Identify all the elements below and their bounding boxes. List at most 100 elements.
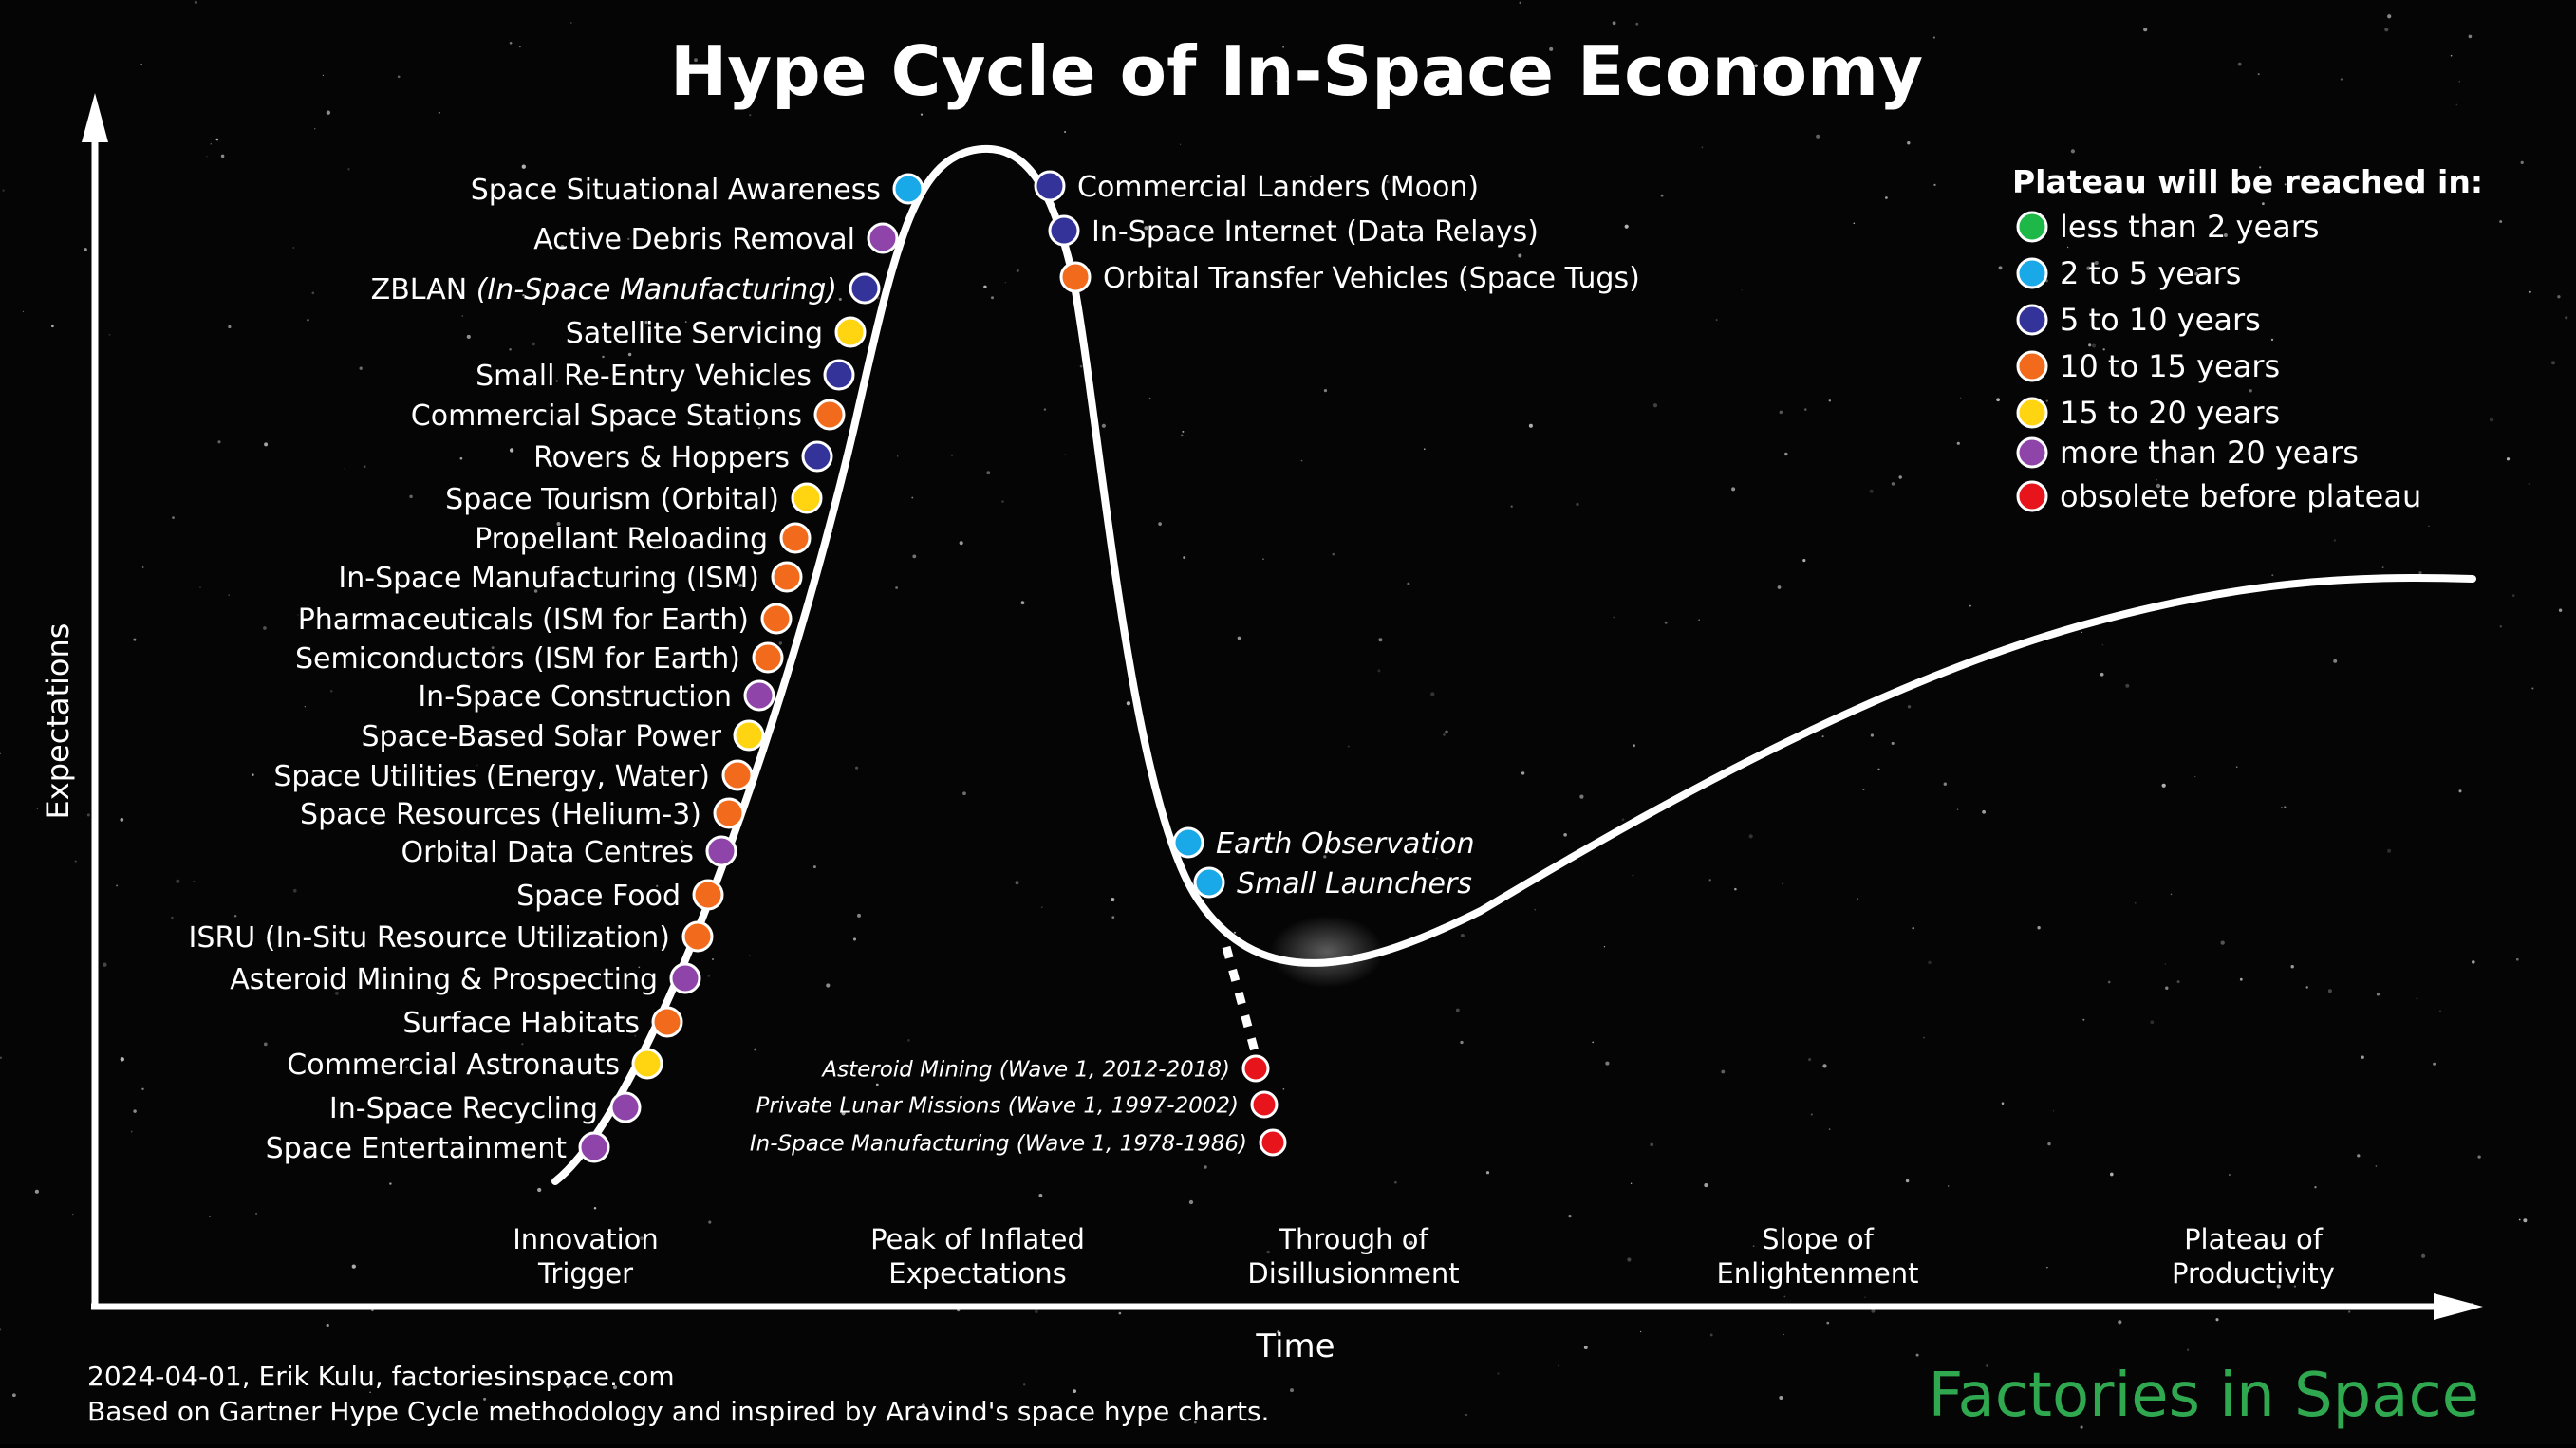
star	[1576, 502, 1579, 507]
technology-label: Space Utilities (Energy, Water)	[273, 760, 710, 793]
star	[1118, 1311, 1122, 1315]
star	[1436, 857, 1438, 860]
star	[532, 342, 535, 346]
star	[1041, 906, 1043, 908]
technology-label: Commercial Space Stations	[411, 399, 802, 433]
star	[108, 333, 111, 336]
star	[1064, 131, 1067, 133]
star	[1549, 46, 1554, 51]
star	[2290, 965, 2294, 969]
star	[1579, 794, 1584, 799]
star	[1650, 1142, 1654, 1147]
star	[778, 641, 783, 645]
technology-point: Asteroid Mining & Prospecting	[230, 962, 701, 996]
star	[2520, 160, 2524, 164]
star	[22, 310, 25, 313]
star	[922, 1403, 925, 1407]
technology-marker	[779, 522, 812, 554]
technology-label: ZBLAN (In-Space Manufacturing)	[371, 273, 837, 306]
star	[857, 913, 861, 918]
star	[199, 586, 201, 589]
star	[12, 1393, 16, 1398]
star	[533, 589, 538, 593]
star	[2557, 295, 2561, 299]
technology-label: Propellant Reloading	[475, 523, 768, 556]
star	[1639, 1330, 1642, 1333]
star	[1664, 621, 1668, 624]
star	[852, 937, 857, 941]
star	[326, 1323, 329, 1327]
legend-swatch	[2016, 211, 2048, 243]
star	[1932, 36, 1935, 39]
technology-point: In-Space Manufacturing (ISM)	[338, 561, 803, 595]
star	[1826, 1321, 1830, 1325]
star	[593, 1206, 597, 1210]
technology-marker	[713, 797, 745, 829]
star	[1741, 289, 1743, 291]
star	[326, 110, 331, 115]
star	[509, 448, 514, 453]
star	[220, 154, 225, 158]
star	[640, 1236, 644, 1241]
star	[130, 1130, 133, 1133]
star	[1828, 1128, 1831, 1130]
star	[1182, 430, 1185, 433]
star	[116, 884, 119, 887]
star	[1969, 604, 1971, 607]
obsolete-dotted-link	[1222, 945, 1260, 1053]
star	[1394, 1180, 1397, 1184]
technology-marker	[813, 399, 846, 431]
technology-label: Orbital Data Centres	[401, 836, 694, 869]
technology-marker	[801, 440, 833, 473]
star	[1708, 879, 1711, 882]
star	[2052, 1110, 2055, 1112]
star	[2066, 246, 2069, 249]
star	[2194, 775, 2196, 778]
star	[2223, 233, 2228, 237]
star	[1038, 1194, 1043, 1197]
star	[208, 1215, 212, 1218]
star	[1592, 1041, 1595, 1044]
legend-label: more than 20 years	[2060, 435, 2359, 471]
star	[1177, 47, 1181, 52]
technology-marker	[721, 759, 754, 791]
star	[2046, 1266, 2048, 1269]
x-axis-arrow	[2434, 1293, 2483, 1320]
technology-marker	[1059, 261, 1092, 293]
star	[1853, 222, 1856, 225]
star	[2511, 594, 2515, 598]
star	[754, 1048, 757, 1051]
technology-marker	[1048, 214, 1080, 247]
legend-item: 15 to 20 years	[2016, 395, 2280, 431]
star	[1869, 489, 1874, 493]
star	[2528, 483, 2530, 485]
star	[176, 879, 180, 883]
star	[1015, 881, 1019, 885]
star	[959, 541, 963, 546]
legend-swatch	[2016, 350, 2048, 382]
star	[855, 766, 859, 770]
star	[555, 380, 558, 382]
star	[1828, 399, 1831, 402]
technology-marker	[1193, 866, 1225, 899]
star	[255, 1212, 258, 1215]
technology-marker	[669, 962, 701, 994]
star	[632, 945, 634, 948]
star	[532, 538, 534, 540]
star	[2515, 957, 2519, 961]
star	[2102, 348, 2105, 351]
star	[1528, 423, 1533, 428]
technology-point: Small Re-Entry Vehicles	[476, 359, 855, 393]
star	[1510, 505, 1513, 508]
technology-point: Earth Observation	[1172, 826, 1475, 861]
technology-point: ISRU (In-Situ Resource Utilization)	[189, 920, 714, 955]
technology-label: Small Launchers	[1237, 867, 1472, 900]
legend-title: Plateau will be reached in:	[2012, 163, 2483, 200]
star	[252, 773, 254, 776]
technology-point: Space Tourism (Orbital)	[445, 482, 823, 516]
star	[1455, 1008, 1460, 1012]
star	[347, 167, 350, 171]
star	[476, 764, 478, 767]
star	[2551, 361, 2555, 365]
star	[1660, 194, 1664, 197]
